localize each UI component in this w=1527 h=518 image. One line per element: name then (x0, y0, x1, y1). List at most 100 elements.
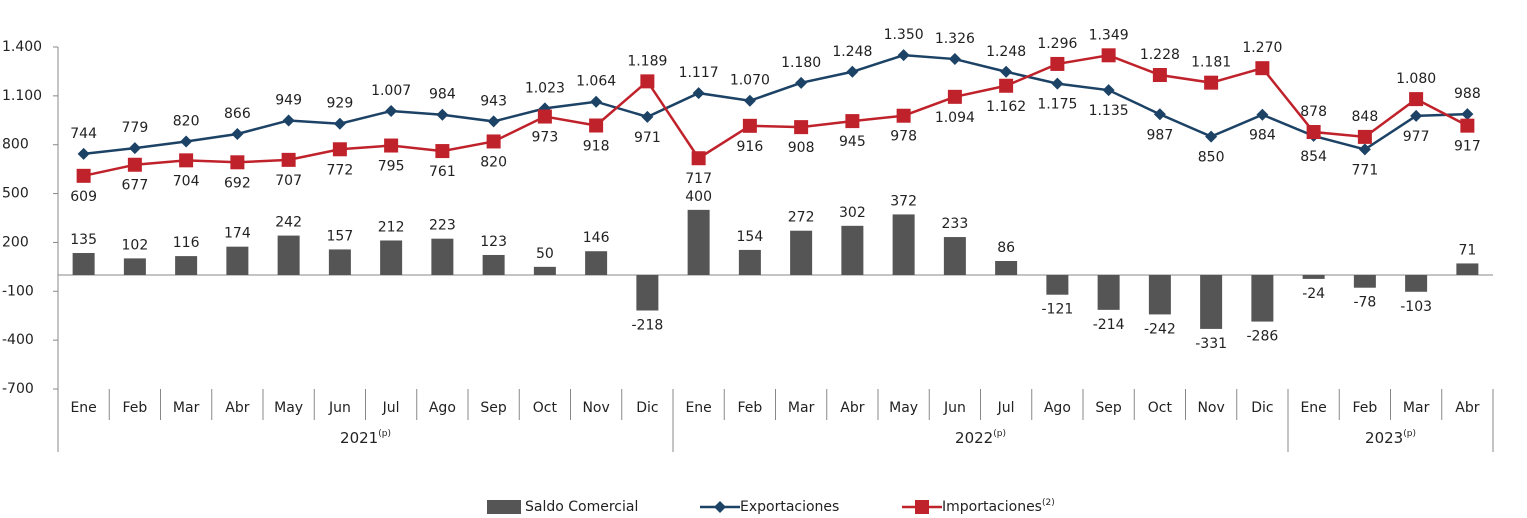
marker (1461, 108, 1474, 121)
data-label: 1.064 (576, 74, 616, 90)
marker (230, 155, 245, 170)
data-label: 917 (1454, 139, 1481, 155)
marker (385, 105, 398, 118)
legend-label: Saldo Comercial (525, 499, 638, 515)
data-label: 677 (122, 178, 149, 194)
data-label: 609 (70, 189, 97, 205)
data-label: 372 (890, 193, 917, 209)
marker (640, 74, 655, 89)
data-label: 71 (1458, 242, 1476, 258)
x-tick-label: Sep (1095, 400, 1122, 416)
marker (897, 49, 910, 62)
data-label: 772 (327, 162, 354, 178)
group-label: 2023(p) (1365, 429, 1416, 447)
data-label: -218 (631, 318, 663, 334)
data-label: 971 (634, 130, 661, 146)
marker (180, 135, 193, 148)
x-tick-label: Dic (636, 400, 658, 416)
bar (123, 258, 146, 275)
bar (841, 225, 864, 275)
x-tick-label: May (889, 400, 918, 416)
data-label: 704 (173, 173, 200, 189)
x-tick-label: Jul (382, 400, 400, 416)
data-label: 1.248 (832, 44, 872, 60)
marker (743, 94, 756, 107)
marker (948, 53, 961, 66)
data-label: 174 (224, 226, 251, 242)
marker (1153, 108, 1166, 121)
data-label: 116 (173, 235, 200, 251)
data-label: 1.135 (1089, 103, 1129, 119)
legend-label: Exportaciones (740, 499, 839, 515)
marker (1409, 92, 1424, 107)
data-label: 212 (378, 219, 405, 235)
marker (332, 142, 347, 157)
marker (590, 95, 603, 108)
data-label: 717 (685, 171, 712, 187)
marker (641, 110, 654, 123)
marker (435, 144, 450, 159)
data-label: 1.349 (1089, 27, 1129, 43)
bar (226, 246, 249, 275)
data-label: -24 (1302, 286, 1325, 302)
x-tick-label: Dic (1251, 400, 1273, 416)
data-label: 1.080 (1396, 71, 1436, 87)
data-label: -242 (1144, 321, 1176, 337)
marker (999, 78, 1014, 93)
x-tick-label: Ene (1300, 400, 1326, 416)
marker (846, 65, 859, 78)
bar (738, 249, 761, 275)
marker (384, 138, 399, 153)
marker (77, 147, 90, 160)
x-tick-label: Ago (1044, 400, 1071, 416)
data-label: 988 (1454, 86, 1481, 102)
bar (995, 260, 1018, 275)
marker (1357, 129, 1372, 144)
bar (328, 249, 351, 275)
data-label: 779 (122, 120, 149, 136)
group-year: 2023 (1365, 429, 1403, 447)
data-label: 692 (224, 175, 251, 191)
marker (179, 153, 194, 168)
marker (1051, 77, 1064, 90)
marker (333, 117, 346, 130)
data-label: 771 (1352, 162, 1379, 178)
group-label: 2021(p) (340, 429, 391, 447)
data-label: 1.326 (935, 31, 975, 47)
data-label: 1.175 (1037, 97, 1077, 113)
data-label: 1.296 (1037, 36, 1077, 52)
marker (1460, 118, 1475, 133)
data-label: 987 (1147, 127, 1174, 143)
marker (1101, 48, 1116, 63)
data-label: 929 (327, 96, 354, 112)
data-label: 820 (173, 113, 200, 129)
data-label: 945 (839, 134, 866, 150)
data-label: 102 (122, 237, 149, 253)
bar (687, 209, 710, 275)
data-label: 984 (429, 87, 456, 103)
marker (1050, 56, 1065, 71)
group-year: 2021 (340, 429, 378, 447)
x-tick-label: Abr (840, 400, 864, 416)
data-label: 242 (275, 215, 302, 231)
marker (231, 127, 244, 140)
x-tick-label: May (274, 400, 303, 416)
data-label: 1.117 (679, 65, 719, 81)
bar (175, 256, 198, 275)
marker (1152, 68, 1167, 83)
legend-name: Importaciones (942, 499, 1042, 515)
data-label: -78 (1353, 295, 1376, 311)
x-tick-label: Sep (480, 400, 507, 416)
marker (1358, 143, 1371, 156)
data-label: 135 (70, 232, 97, 248)
data-label: 908 (788, 140, 815, 156)
marker (486, 134, 501, 149)
marker (896, 108, 911, 123)
legend-name: Saldo Comercial (525, 499, 638, 515)
data-label: 1.094 (935, 110, 975, 126)
legend-note: (2) (1042, 498, 1055, 508)
marker (281, 152, 296, 167)
data-label: 918 (583, 138, 610, 154)
legend-swatch (487, 500, 521, 514)
